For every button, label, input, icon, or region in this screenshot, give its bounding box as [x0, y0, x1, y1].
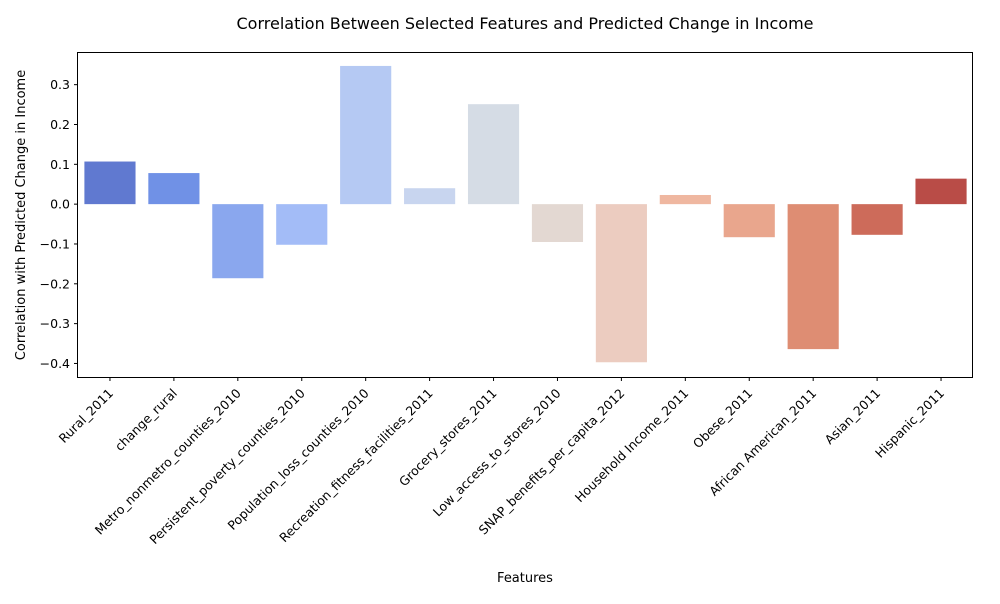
x-tick-label: Hispanic_2011: [872, 386, 947, 461]
y-axis-title: Correlation with Predicted Change in Inc…: [14, 70, 29, 360]
x-tick-label: Household Income_2011: [572, 386, 692, 506]
x-tick-label: Low_access_to_stores_2010: [430, 385, 564, 519]
bar-12: [851, 204, 903, 235]
x-tick-label: change_rural: [112, 386, 180, 454]
x-tick-label: Obese_2011: [690, 386, 756, 452]
bar-5: [404, 188, 456, 205]
bar-13: [915, 178, 967, 205]
y-tick-label: −0.3: [40, 316, 70, 331]
bar-8: [595, 204, 647, 363]
x-tick-label: African American_2011: [706, 386, 819, 499]
y-axis: −0.4 −0.3 −0.2 −0.1 0.0 0.1 0.2 0.3: [40, 77, 78, 371]
bar-6: [467, 104, 520, 205]
bar-10: [723, 204, 775, 238]
bar-1: [148, 173, 200, 205]
x-axis: Rural_2011change_ruralMetro_nonmetro_cou…: [56, 377, 947, 547]
plot-frame: [77, 52, 973, 378]
bar-0: [84, 161, 136, 205]
y-tick-label: −0.2: [40, 276, 70, 291]
y-tick-label: 0.1: [50, 157, 70, 172]
y-tick-label: 0.3: [50, 77, 70, 92]
bar-4: [340, 65, 392, 205]
bar-11: [787, 204, 839, 350]
x-tick-label: Rural_2011: [56, 386, 116, 446]
y-tick-label: 0.0: [50, 197, 70, 212]
chart-title: Correlation Between Selected Features an…: [236, 14, 813, 33]
bar-3: [276, 204, 328, 245]
x-tick-label: Population_loss_counties_2010: [224, 385, 371, 532]
bar-9: [659, 194, 711, 205]
x-axis-title: Features: [497, 571, 553, 586]
y-tick-label: −0.4: [40, 356, 70, 371]
x-tick-label: Asian_2011: [822, 386, 884, 448]
bar-2: [212, 204, 264, 279]
y-tick-label: 0.2: [50, 117, 70, 132]
y-tick-label: −0.1: [40, 236, 70, 251]
bar-7: [531, 204, 584, 242]
bars-layer: [84, 65, 967, 363]
